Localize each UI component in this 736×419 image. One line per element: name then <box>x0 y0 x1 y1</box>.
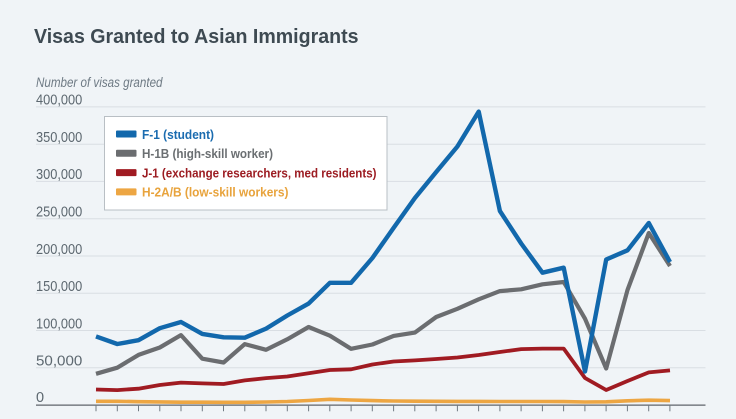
svg-text:Number of visas granted: Number of visas granted <box>36 75 163 90</box>
svg-text:200,000: 200,000 <box>36 242 82 258</box>
svg-text:J-1 (exchange researchers, med: J-1 (exchange researchers, med residents… <box>142 165 377 180</box>
svg-text:350,000: 350,000 <box>36 130 82 146</box>
svg-text:0: 0 <box>36 390 44 406</box>
svg-text:400,000: 400,000 <box>36 93 82 109</box>
svg-text:H-1B (high-skill worker): H-1B (high-skill worker) <box>142 146 273 161</box>
svg-text:100,000: 100,000 <box>36 316 82 332</box>
svg-text:150,000: 150,000 <box>36 279 82 295</box>
svg-text:300,000: 300,000 <box>36 167 82 183</box>
svg-text:50,000: 50,000 <box>36 354 82 370</box>
svg-text:F-1 (student): F-1 (student) <box>142 127 214 142</box>
svg-text:250,000: 250,000 <box>36 205 82 221</box>
svg-text:H-2A/B (low-skill workers): H-2A/B (low-skill workers) <box>142 185 289 200</box>
svg-text:Visas Granted to Asian Immigra: Visas Granted to Asian Immigrants <box>34 26 359 48</box>
